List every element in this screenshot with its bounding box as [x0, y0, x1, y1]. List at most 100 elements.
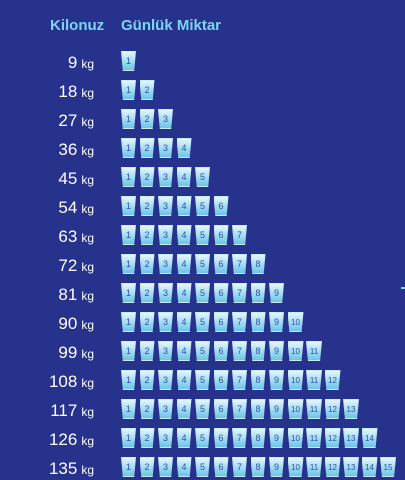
water-glass-icon: 10 [287, 312, 304, 332]
water-glass-icon: 2 [139, 428, 155, 448]
water-glass-icon: 1 [121, 399, 136, 419]
water-glass-icon: 12 [324, 370, 341, 390]
water-glass-icon: 2 [139, 254, 155, 274]
weight-value: 36 kg [58, 138, 94, 160]
weight-unit: kg [81, 173, 94, 187]
table-row: 27 kg 1 2 3 [0, 109, 405, 131]
weight-value: 126 kg [49, 428, 94, 450]
water-glass-icon: 1 [121, 225, 136, 245]
water-glass-icon: 4 [176, 167, 192, 187]
water-glass-icon: 15 [380, 457, 396, 477]
water-glass-icon: 1 [121, 428, 136, 448]
water-glass-icon: 8 [250, 370, 266, 390]
weight-unit: kg [81, 260, 94, 274]
water-glass-icon: 4 [176, 341, 192, 361]
water-glass-icon: 3 [158, 225, 173, 245]
water-glass-icon: 6 [213, 341, 229, 361]
water-glass-icon: 1 [121, 51, 136, 71]
water-glass-icon: 7 [232, 457, 247, 477]
water-glass-icon: 9 [269, 457, 284, 477]
water-glass-icon: 6 [213, 225, 229, 245]
water-glass-icon: 2 [139, 312, 155, 332]
weight-value: 90 kg [58, 312, 94, 334]
weight-unit: kg [81, 144, 94, 158]
water-glass-icon: 9 [269, 399, 284, 419]
water-glass-icon: 13 [343, 428, 359, 448]
weight-value: 135 kg [49, 457, 94, 479]
water-glass-icon: 10 [287, 341, 304, 361]
table-row: 117 kg 1 2 3 4 5 6 7 8 9 10 11 12 13 [0, 399, 405, 421]
weight-value: 117 kg [50, 399, 94, 421]
water-glass-icon: 3 [158, 109, 173, 129]
water-glass-icon: 8 [250, 254, 266, 274]
table-row: 45 kg 1 2 3 4 5 [0, 167, 405, 189]
water-glass-icon: 6 [213, 428, 229, 448]
weight-value: 9 kg [68, 51, 94, 73]
weight-unit: kg [81, 405, 94, 419]
table-row: 81 kg 1 2 3 4 5 6 7 8 9 [0, 283, 405, 305]
water-glass-icon: 5 [195, 341, 210, 361]
weight-number: 27 [58, 111, 78, 130]
table-row: 63 kg 1 2 3 4 5 6 7 [0, 225, 405, 247]
weight-number: 108 [48, 372, 78, 391]
edge-mark [401, 287, 405, 289]
weight-unit: kg [81, 231, 94, 245]
water-glass-icon: 3 [158, 312, 173, 332]
water-glass-icon: 6 [213, 370, 229, 390]
weight-column-header: Kilonuz [50, 17, 105, 34]
weight-value: 99 kg [58, 341, 94, 363]
weight-number: 135 [48, 459, 78, 478]
water-glass-icon: 3 [158, 399, 173, 419]
water-glass-icon: 9 [269, 428, 284, 448]
weight-number: 18 [58, 82, 78, 101]
water-glass-icon: 11 [306, 370, 322, 390]
water-glass-icon: 4 [176, 225, 192, 245]
weight-unit: kg [81, 202, 94, 216]
water-glass-icon: 5 [195, 254, 210, 274]
water-glass-icon: 1 [121, 283, 136, 303]
water-glass-icon: 7 [232, 283, 247, 303]
water-glass-icon: 4 [176, 370, 192, 390]
water-glass-icon: 5 [195, 167, 210, 187]
weight-number: 117 [50, 401, 78, 420]
table-row: 90 kg 1 2 3 4 5 6 7 8 9 10 [0, 312, 405, 334]
weight-number: 126 [48, 430, 78, 449]
water-glass-icon: 8 [250, 457, 266, 477]
water-glass-icon: 4 [176, 138, 192, 158]
water-glass-icon: 5 [195, 399, 210, 419]
weight-number: 90 [58, 314, 78, 333]
table-row: 108 kg 1 2 3 4 5 6 7 8 9 10 11 12 [0, 370, 405, 392]
weight-unit: kg [81, 463, 94, 477]
water-glass-icon: 5 [195, 428, 210, 448]
water-glass-icon: 5 [195, 225, 210, 245]
water-glass-icon: 8 [250, 428, 266, 448]
weight-unit: kg [81, 318, 94, 332]
water-glass-icon: 3 [158, 196, 173, 216]
weight-number: 45 [58, 169, 78, 188]
water-glass-icon: 4 [176, 196, 192, 216]
water-glass-icon: 9 [269, 283, 284, 303]
weight-value: 54 kg [58, 196, 94, 218]
water-glass-icon: 10 [287, 457, 304, 477]
water-glass-icon: 7 [232, 312, 247, 332]
water-glass-icon: 7 [232, 399, 247, 419]
table-row: 36 kg 1 2 3 4 [0, 138, 405, 160]
water-glass-icon: 2 [139, 225, 155, 245]
water-glass-icon: 7 [232, 254, 247, 274]
water-glass-icon: 2 [139, 283, 155, 303]
water-glass-icon: 3 [158, 167, 173, 187]
water-glass-icon: 4 [176, 457, 192, 477]
water-glass-icon: 9 [269, 341, 284, 361]
weight-unit: kg [81, 434, 94, 448]
weight-value: 45 kg [58, 167, 94, 189]
weight-unit: kg [81, 57, 94, 71]
table-row: 99 kg 1 2 3 4 5 6 7 8 9 10 11 [0, 341, 405, 363]
water-glass-icon: 4 [176, 399, 192, 419]
water-glass-icon: 4 [176, 428, 192, 448]
weight-number: 81 [58, 285, 78, 304]
water-glass-icon: 8 [250, 283, 266, 303]
water-glass-icon: 2 [139, 109, 155, 129]
water-glass-icon: 1 [121, 167, 136, 187]
water-glass-icon: 6 [213, 312, 229, 332]
water-glass-icon: 3 [158, 370, 173, 390]
